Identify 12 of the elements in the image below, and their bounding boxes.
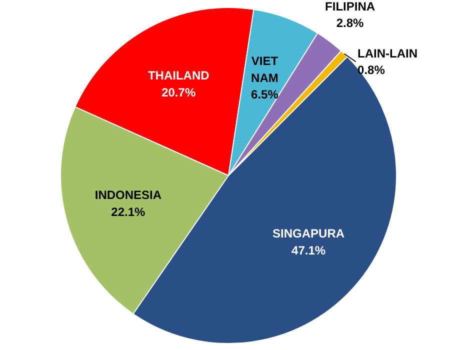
data-label: 2.8% — [336, 16, 364, 30]
slice-label: SINGAPURA — [272, 226, 345, 241]
data-label: 6.5% — [251, 88, 279, 102]
data-label: 47.1% — [292, 244, 326, 258]
data-label: 0.8% — [358, 63, 386, 78]
slice-label: INDONESIA — [94, 188, 162, 202]
slice-label: LAIN-LAIN — [358, 46, 418, 60]
slice-label: FILIPINA — [325, 0, 376, 14]
data-label: 20.7% — [162, 85, 196, 100]
slice-label: THAILAND — [148, 68, 210, 83]
slice-label: VIET NAM — [251, 54, 279, 85]
data-label: 22.1% — [111, 205, 146, 220]
